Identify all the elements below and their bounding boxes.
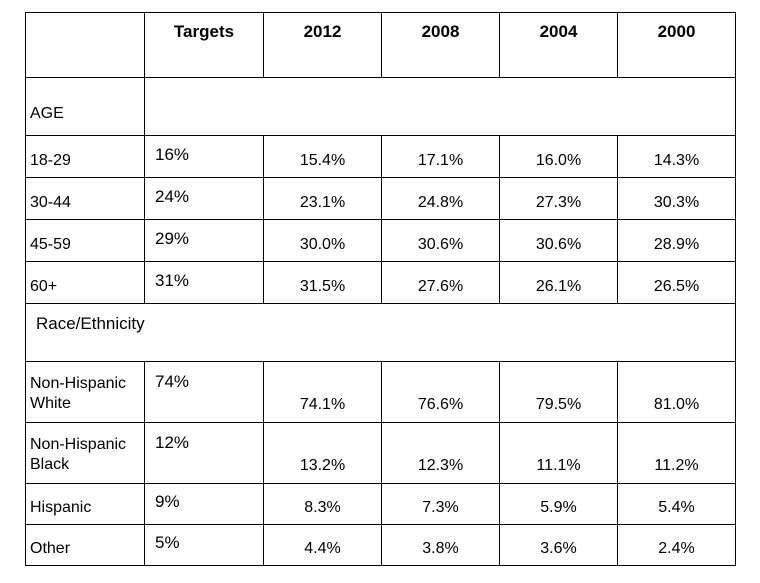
year-value: 11.1%	[536, 457, 581, 474]
year-header: 2004	[499, 12, 618, 78]
row-label: Hispanic	[30, 499, 92, 516]
target-value: 74%	[155, 372, 190, 391]
targets-header-label: Targets	[173, 22, 235, 41]
year-value: 17.1%	[417, 152, 464, 169]
year-value: 30.0%	[299, 236, 346, 253]
year-header: 2000	[617, 12, 736, 78]
target-value: 12%	[155, 433, 190, 452]
year-value: 26.5%	[653, 278, 700, 295]
year-header-label: 2004	[539, 22, 578, 41]
year-value: 27.6%	[417, 278, 464, 295]
table-row: Other 5% 4.4% 3.8% 3.6% 2.4%	[25, 524, 736, 566]
year-value: 30.6%	[417, 236, 464, 253]
target-value: 5%	[155, 533, 180, 552]
section-title: Race/Ethnicity	[36, 314, 145, 333]
section-row-race: Race/Ethnicity	[25, 303, 736, 362]
table-row: Hispanic 9% 8.3% 7.3% 5.9% 5.4%	[25, 483, 736, 525]
year-value: 5.4%	[658, 499, 695, 516]
target-value: 31%	[155, 271, 190, 290]
table-row: Non-Hispanic White 74% 74.1% 76.6% 79.5%…	[25, 361, 736, 423]
year-value: 15.4%	[299, 152, 346, 169]
year-value: 79.5%	[535, 396, 582, 413]
year-value: 14.3%	[653, 152, 700, 169]
year-value: 8.3%	[304, 499, 341, 516]
year-value: 76.6%	[417, 396, 464, 413]
year-header-label: 2012	[303, 22, 342, 41]
year-value: 24.8%	[417, 194, 464, 211]
year-value: 13.2%	[299, 457, 346, 474]
section-row-age: AGE	[25, 77, 736, 136]
year-header-label: 2000	[657, 22, 696, 41]
year-value: 3.8%	[422, 540, 459, 557]
table-row: 45-59 29% 30.0% 30.6% 30.6% 28.9%	[25, 219, 736, 262]
year-value: 30.6%	[535, 236, 582, 253]
row-label: Non-Hispanic Black	[30, 436, 127, 473]
year-value: 3.6%	[540, 540, 577, 557]
section-blank-cell	[144, 77, 736, 136]
row-label: 18-29	[30, 152, 71, 169]
year-value: 27.3%	[535, 194, 582, 211]
year-value: 16.0%	[535, 152, 582, 169]
section-title-cell: AGE	[25, 77, 145, 136]
table-row: 30-44 24% 23.1% 24.8% 27.3% 30.3%	[25, 177, 736, 220]
target-value: 29%	[155, 229, 190, 248]
target-value: 9%	[155, 492, 180, 511]
year-header-label: 2008	[421, 22, 460, 41]
year-value: 12.3%	[417, 457, 464, 474]
section-title-cell: Race/Ethnicity	[25, 303, 736, 362]
year-value: 30.3%	[653, 194, 700, 211]
row-label: 60+	[30, 278, 58, 295]
header-row: Targets 2012 2008 2004 2000	[25, 12, 736, 78]
row-label: Other	[30, 540, 71, 557]
section-title: AGE	[30, 105, 64, 122]
year-header: 2012	[263, 12, 382, 78]
row-label: Non-Hispanic White	[30, 375, 127, 412]
year-value: 81.0%	[653, 396, 700, 413]
year-value: 74.1%	[299, 396, 346, 413]
row-label: 45-59	[30, 236, 71, 253]
target-value: 24%	[155, 187, 190, 206]
targets-header: Targets	[144, 12, 264, 78]
year-header: 2008	[381, 12, 500, 78]
year-value: 23.1%	[299, 194, 346, 211]
demographics-table: Targets 2012 2008 2004 2000 AGE 18-29 16…	[25, 12, 736, 566]
year-value: 7.3%	[422, 499, 459, 516]
year-value: 11.2%	[654, 457, 699, 474]
year-value: 31.5%	[299, 278, 346, 295]
table-row: 18-29 16% 15.4% 17.1% 16.0% 14.3%	[25, 135, 736, 178]
year-value: 5.9%	[540, 499, 577, 516]
year-value: 4.4%	[304, 540, 341, 557]
corner-cell	[25, 12, 145, 78]
year-value: 28.9%	[653, 236, 700, 253]
target-value: 16%	[155, 145, 190, 164]
table-row: 60+ 31% 31.5% 27.6% 26.1% 26.5%	[25, 261, 736, 304]
year-value: 26.1%	[535, 278, 582, 295]
year-value: 2.4%	[658, 540, 695, 557]
row-label: 30-44	[30, 194, 71, 211]
table-row: Non-Hispanic Black 12% 13.2% 12.3% 11.1%…	[25, 422, 736, 484]
